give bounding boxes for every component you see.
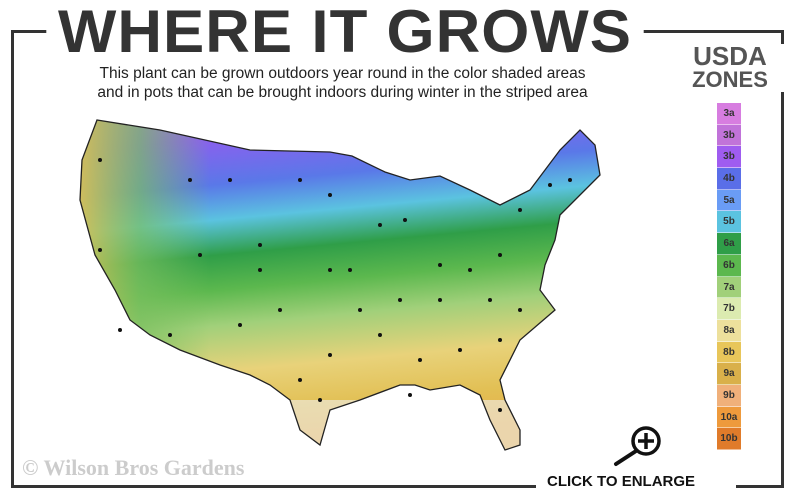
- legend-zone-3b: 3b: [717, 146, 741, 169]
- city-dot: [298, 178, 302, 182]
- city-dot: [328, 268, 332, 272]
- legend-zone-9b: 9b: [717, 384, 741, 407]
- city-dot: [568, 178, 572, 182]
- city-dot: [258, 243, 262, 247]
- legend-zone-10b: 10b: [717, 428, 741, 450]
- city-dot: [228, 178, 232, 182]
- legend-zone-6a: 6a: [717, 233, 741, 255]
- city-dot: [238, 323, 242, 327]
- zone-legend: 3a 3b 3b 4b 5a 5b 6a 6b 7a 7b 8a 8b 9a 9b 10a 10b: [717, 103, 741, 450]
- city-dot: [358, 308, 362, 312]
- city-dot: [378, 333, 382, 337]
- city-dot: [328, 193, 332, 197]
- legend-zone-9a: 9a: [717, 363, 741, 385]
- zone-fill: [80, 120, 600, 450]
- city-dot: [438, 263, 442, 267]
- city-dot: [403, 218, 407, 222]
- legend-zone-8b: 8b: [717, 341, 741, 364]
- click-to-enlarge-button[interactable]: CLICK TO ENLARGE: [547, 473, 696, 490]
- city-dot: [488, 298, 492, 302]
- city-dot: [318, 398, 322, 402]
- city-dot: [458, 348, 462, 352]
- city-dot: [468, 268, 472, 272]
- city-dot: [188, 178, 192, 182]
- subtitle-line-1: This plant can be grown outdoors year ro…: [99, 65, 586, 82]
- legend-title: USDA ZONES: [675, 41, 785, 92]
- legend-zone-4b: 4b: [717, 168, 741, 190]
- legend-title-zones: ZONES: [692, 67, 768, 92]
- city-dot: [98, 158, 102, 162]
- city-dot: [198, 253, 202, 257]
- city-dot: [548, 183, 552, 187]
- legend-zone-3b: 3b: [717, 124, 741, 147]
- city-dot: [328, 353, 332, 357]
- city-dot: [518, 208, 522, 212]
- legend-title-usda: USDA: [693, 41, 767, 71]
- legend-zone-7b: 7b: [717, 298, 741, 320]
- city-dot: [408, 393, 412, 397]
- city-dot: [298, 378, 302, 382]
- city-dot: [518, 308, 522, 312]
- city-dot: [378, 223, 382, 227]
- city-dots: [98, 158, 572, 412]
- enlarge-area[interactable]: [536, 458, 736, 494]
- city-dot: [438, 298, 442, 302]
- city-dot: [168, 333, 172, 337]
- legend-zone-5b: 5b: [717, 211, 741, 234]
- legend-zone-3a: 3a: [717, 103, 741, 125]
- page-title: WHERE IT GROWS: [46, 0, 644, 64]
- legend-zone-7a: 7a: [717, 276, 741, 299]
- copyright-watermark: © Wilson Bros Gardens: [22, 455, 245, 480]
- legend-zone-6b: 6b: [717, 254, 741, 277]
- legend-zone-5a: 5a: [717, 189, 741, 212]
- city-dot: [98, 248, 102, 252]
- city-dot: [258, 268, 262, 272]
- subtitle: This plant can be grown outdoors year ro…: [60, 64, 625, 102]
- legend-zone-10a: 10a: [717, 406, 741, 429]
- city-dot: [418, 358, 422, 362]
- city-dot: [398, 298, 402, 302]
- city-dot: [498, 338, 502, 342]
- city-dot: [118, 328, 122, 332]
- city-dot: [498, 408, 502, 412]
- legend-zone-8a: 8a: [717, 319, 741, 342]
- subtitle-line-2: and in pots that can be brought indoors …: [97, 84, 588, 101]
- magnifier-plus-icon[interactable]: [610, 424, 666, 468]
- city-dot: [348, 268, 352, 272]
- city-dot: [498, 253, 502, 257]
- city-dot: [278, 308, 282, 312]
